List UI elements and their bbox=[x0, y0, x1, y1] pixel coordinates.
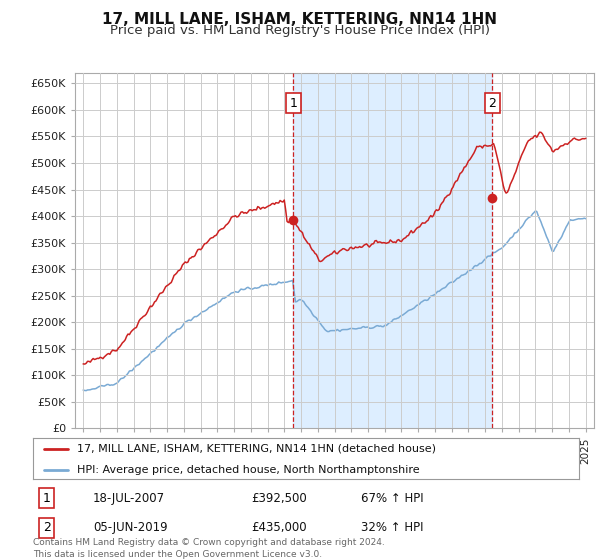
Text: 17, MILL LANE, ISHAM, KETTERING, NN14 1HN (detached house): 17, MILL LANE, ISHAM, KETTERING, NN14 1H… bbox=[77, 444, 436, 454]
Bar bbox=[293, 73, 493, 428]
Text: 2: 2 bbox=[488, 96, 496, 110]
Text: 18-JUL-2007: 18-JUL-2007 bbox=[93, 492, 165, 505]
Text: 17, MILL LANE, ISHAM, KETTERING, NN14 1HN: 17, MILL LANE, ISHAM, KETTERING, NN14 1H… bbox=[103, 12, 497, 27]
Text: £435,000: £435,000 bbox=[251, 521, 307, 534]
Text: 67% ↑ HPI: 67% ↑ HPI bbox=[361, 492, 423, 505]
Text: 1: 1 bbox=[289, 96, 297, 110]
Text: 1: 1 bbox=[43, 492, 50, 505]
Text: HPI: Average price, detached house, North Northamptonshire: HPI: Average price, detached house, Nort… bbox=[77, 465, 419, 475]
Text: Price paid vs. HM Land Registry's House Price Index (HPI): Price paid vs. HM Land Registry's House … bbox=[110, 24, 490, 36]
Text: Contains HM Land Registry data © Crown copyright and database right 2024.
This d: Contains HM Land Registry data © Crown c… bbox=[33, 538, 385, 559]
Text: 2: 2 bbox=[43, 521, 50, 534]
Text: 05-JUN-2019: 05-JUN-2019 bbox=[93, 521, 167, 534]
Text: £392,500: £392,500 bbox=[251, 492, 307, 505]
Text: 32% ↑ HPI: 32% ↑ HPI bbox=[361, 521, 423, 534]
